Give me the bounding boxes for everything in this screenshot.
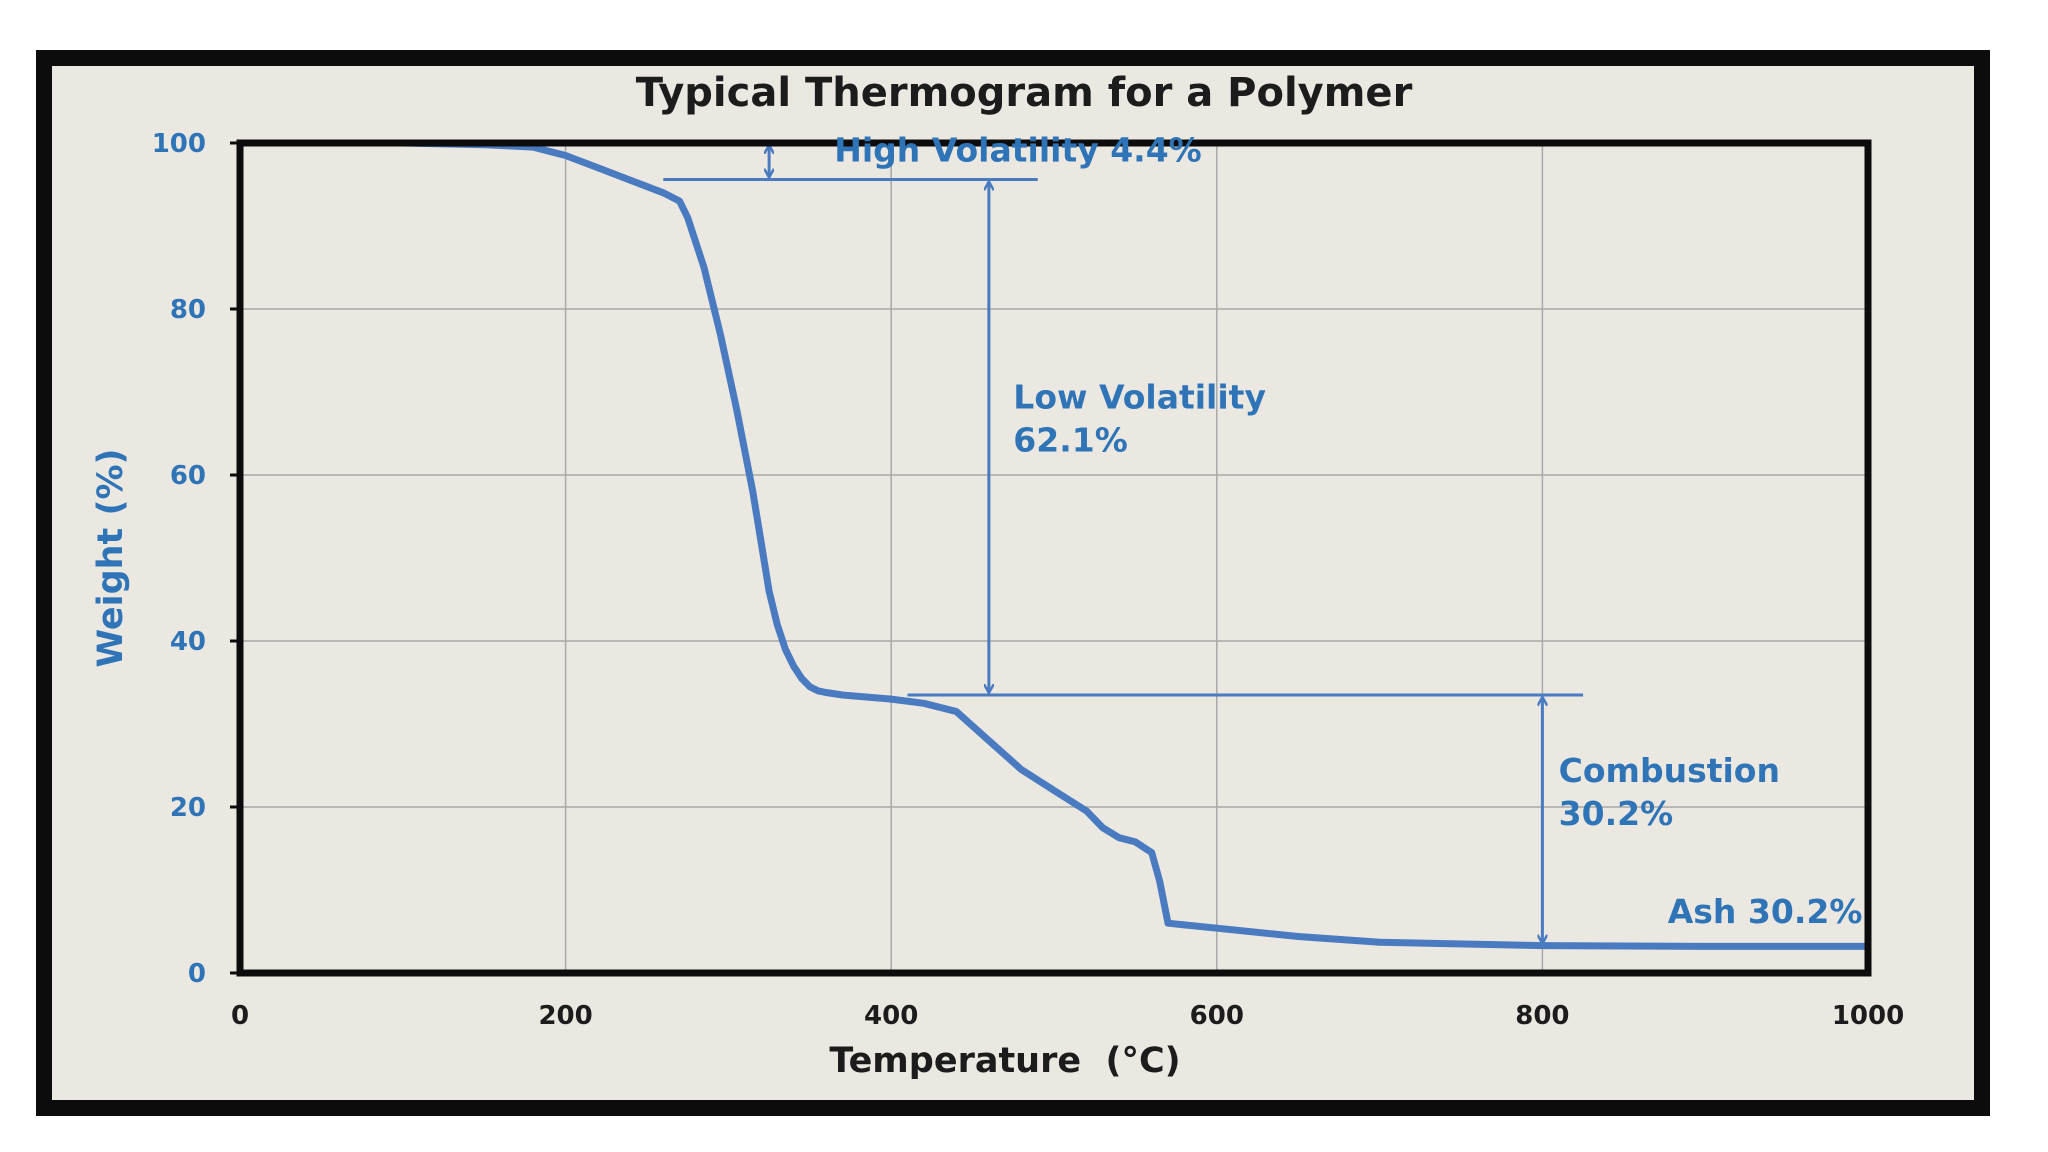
plot-border [236,139,1872,977]
series-line-weight [269,139,1872,950]
x-tick-label: 800 [1515,1001,1569,1031]
x-tick-label: 600 [1190,1001,1244,1031]
annotation-label: Combustion 30.2% [1559,751,1780,833]
x-axis-label: Temperature (°C) [829,1041,1180,1081]
y-tick-label: 60 [170,461,206,491]
annotation-label: High Volatility 4.4% [834,130,1202,169]
x-tick-label: 0 [231,1001,249,1031]
annotation-label: Low Volatility 62.1% [1013,378,1266,460]
x-tick-label: 200 [538,1001,592,1031]
x-tick-label: 400 [864,1001,918,1031]
y-tick-label: 20 [170,793,206,823]
annotation-label: Ash 30.2% [1668,892,1863,931]
y-tick-label: 40 [170,627,206,657]
y-tick-label: 80 [170,295,206,325]
y-tick-label: 0 [188,959,206,989]
plot-area [240,143,1868,973]
chart-title: Typical Thermogram for a Polymer [635,70,1413,116]
x-tick-label: 1000 [1832,1001,1904,1031]
y-tick-label: 100 [152,129,206,159]
y-axis-label: Weight (%) [91,448,131,667]
